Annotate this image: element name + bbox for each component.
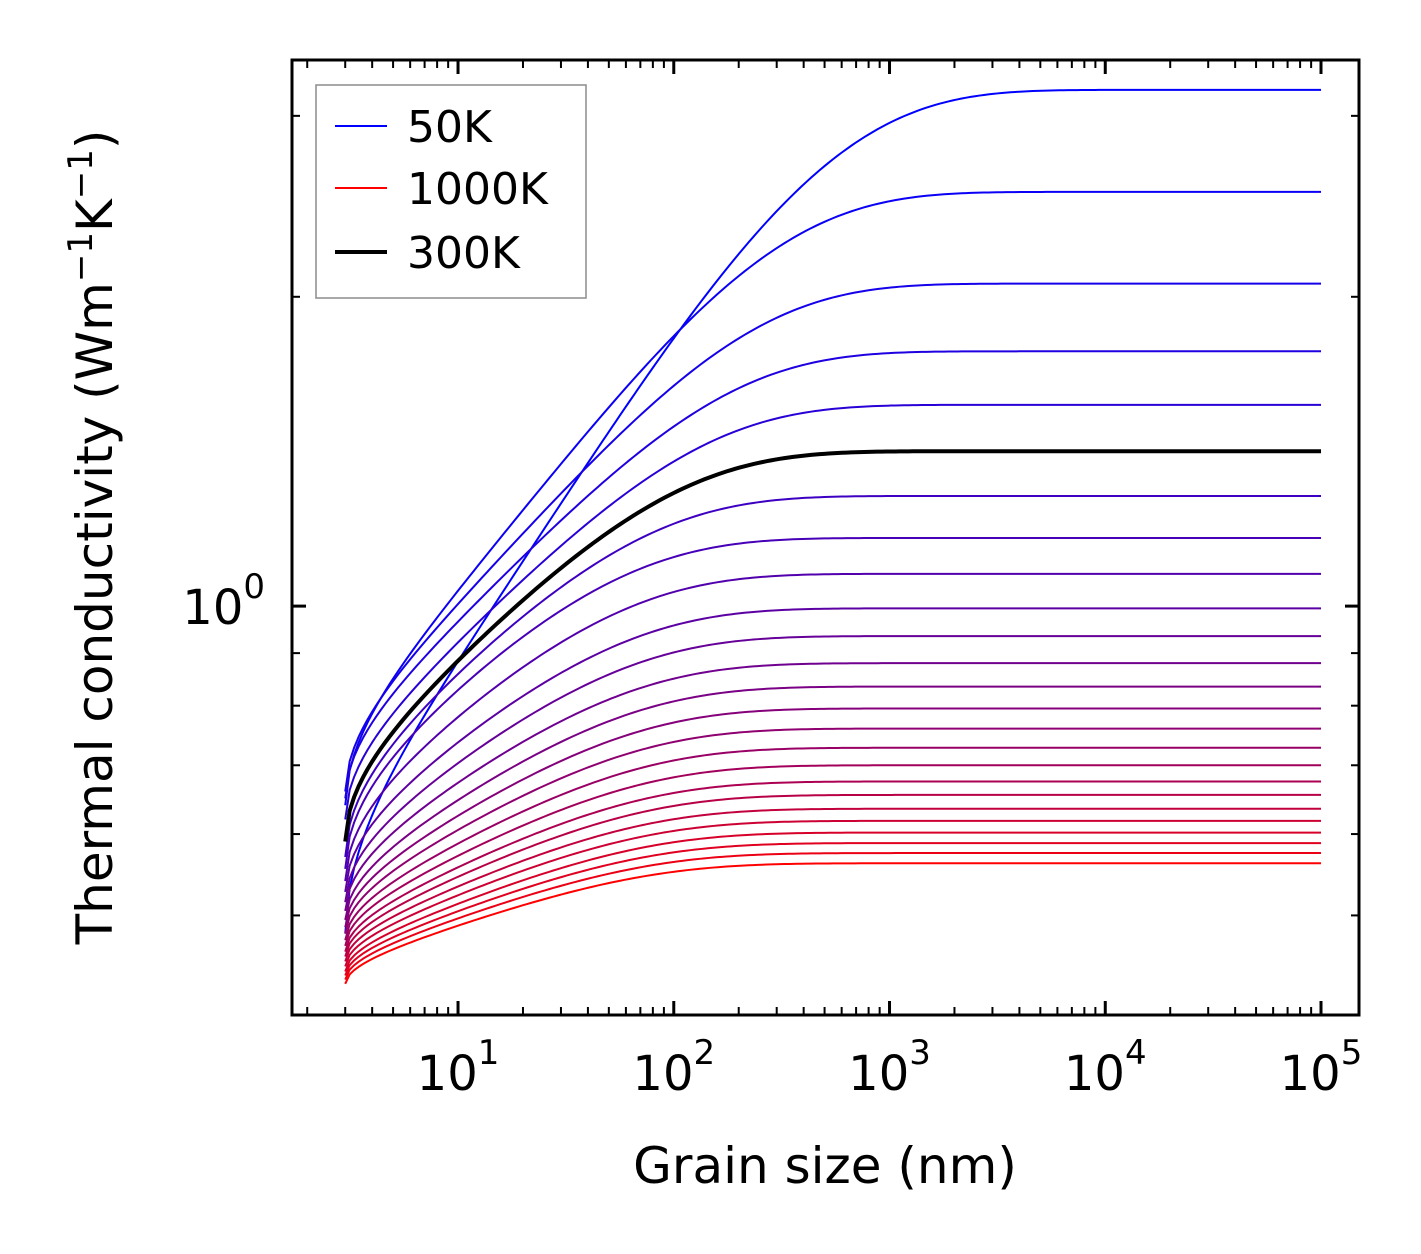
- series-line-900k: [344, 780, 1322, 952]
- series-line-100k: [344, 190, 1322, 806]
- legend-label-50k: 50K: [407, 102, 493, 153]
- series-line-980k: [344, 842, 1322, 976]
- series-line-50k: [344, 88, 1322, 934]
- series-line-200k: [344, 350, 1322, 799]
- y-tick-label: 100: [182, 567, 265, 636]
- highlight-layer: [343, 449, 1322, 842]
- series-line-400k: [344, 536, 1322, 869]
- y-axis-title: Thermal conductivity (Wm−1K−1): [61, 130, 124, 946]
- series-line-600k: [344, 662, 1322, 912]
- series-line-350k: [344, 494, 1322, 858]
- series-line-960k: [344, 819, 1322, 967]
- x-tick-label: 101: [417, 1033, 500, 1102]
- x-tick-labels: 101 102 103 104 105: [417, 1033, 1363, 1102]
- series-line-500k: [344, 607, 1322, 893]
- x-tick-label: 102: [632, 1033, 715, 1102]
- legend: 50K 1000K 300K: [315, 84, 587, 299]
- series-line-250k: [344, 403, 1322, 820]
- series-line-925k: [344, 793, 1322, 957]
- series-line-300k: [343, 449, 1322, 842]
- x-axis-title: Grain size (nm): [633, 1137, 1017, 1195]
- legend-label-1000k: 1000K: [407, 164, 549, 215]
- series-layer: [344, 88, 1322, 985]
- x-tick-label: 105: [1280, 1033, 1363, 1102]
- legend-label-300k: 300K: [407, 228, 521, 279]
- series-line-450k: [344, 572, 1322, 882]
- series-line-850k: [344, 764, 1322, 947]
- series-line-750k: [344, 727, 1322, 934]
- series-line-550k: [344, 635, 1322, 903]
- series-line-950k: [344, 807, 1322, 962]
- series-line-1000k: [344, 862, 1322, 985]
- series-line-700k: [344, 707, 1322, 928]
- plot-frame: [290, 58, 1361, 1017]
- series-line-800k: [344, 746, 1322, 941]
- y-tick-labels: 100: [182, 567, 265, 636]
- x-tick-label: 104: [1064, 1033, 1147, 1102]
- legend-frame: [315, 84, 587, 299]
- series-line-970k: [344, 831, 1322, 972]
- series-line-650k: [344, 685, 1322, 921]
- series-line-150k: [344, 282, 1322, 792]
- x-tick-label: 103: [848, 1033, 931, 1102]
- series-line-990k: [344, 852, 1322, 981]
